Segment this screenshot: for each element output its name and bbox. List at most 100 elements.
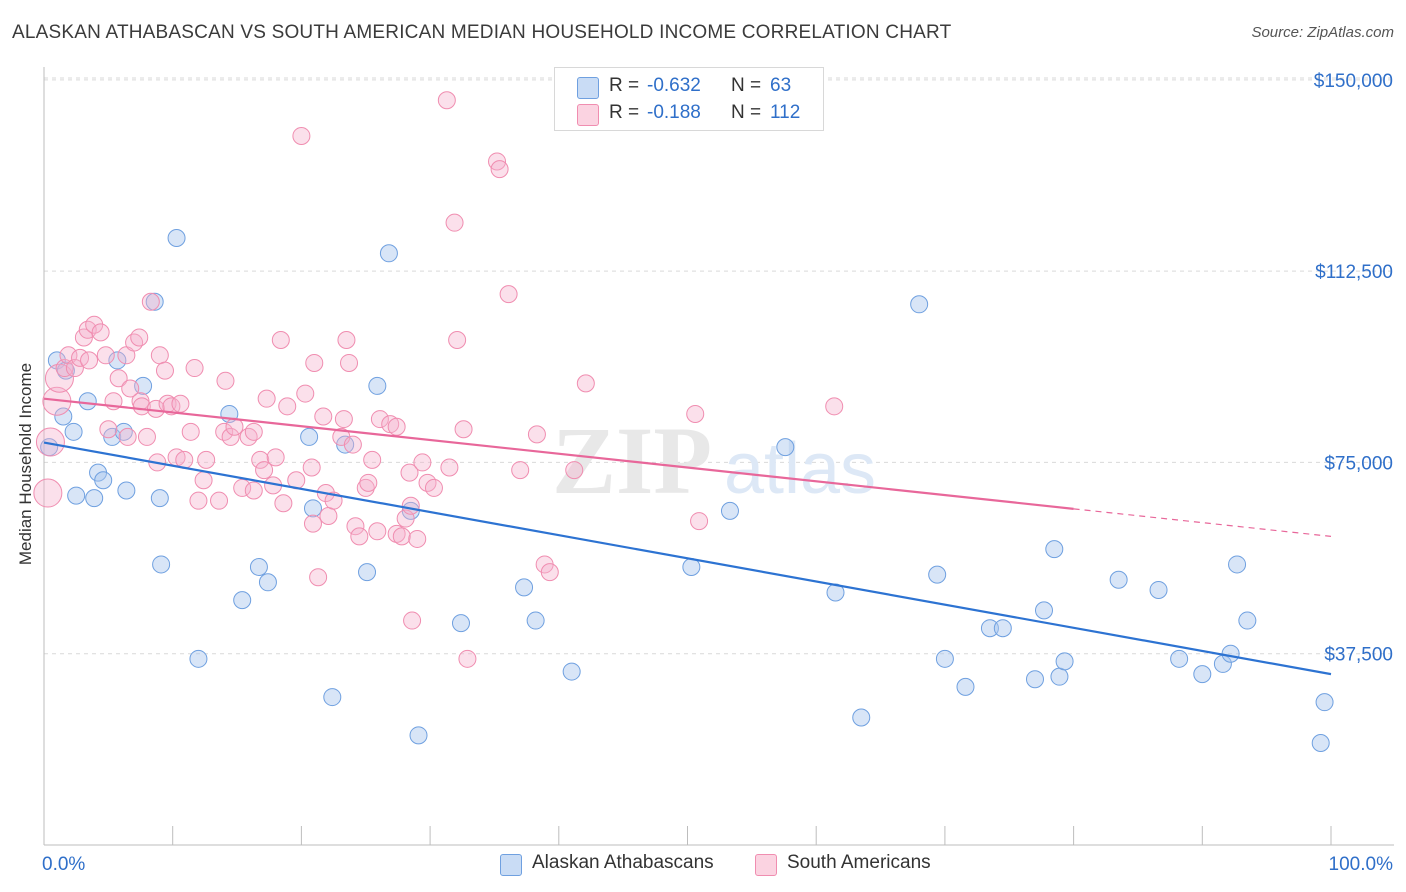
legend-swatch-pink [755,854,777,876]
south-american-point [319,506,338,525]
south-american-point [85,315,104,334]
r-label: R = [609,102,640,123]
south-american-point [448,331,467,350]
athabascan-point [935,649,954,668]
athabascan-point [409,726,428,745]
south-american-point [80,351,99,370]
south-american-point [370,410,389,429]
n-value: 63 [770,75,792,96]
athabascan-point [526,611,545,630]
south-american-point [44,363,74,393]
south-american-point [118,427,137,446]
r-value: -0.632 [647,75,701,96]
south-american-point [403,611,422,630]
south-american-point [210,491,229,510]
n-label: N = [731,102,762,123]
legend-swatch-blue [577,77,599,99]
south-american-point [825,397,844,416]
y-tick-label: $75,000 [1324,453,1393,474]
legend-label: South Americans [787,852,931,873]
correlation-legend: R = -0.632 N = 63 R = -0.188 N = 112 [554,67,824,131]
south-american-point [244,481,263,500]
south-american-point [99,420,118,439]
y-tick-label: $112,500 [1315,262,1393,283]
south-american-point [171,394,190,413]
south-american-point [91,323,110,342]
south-american-point [271,331,290,350]
south-american-point [540,563,559,582]
athabascan-point [152,555,171,574]
south-american-point [197,450,216,469]
athabascan-point [94,471,113,490]
x-tick-label: 0.0% [42,854,85,875]
athabascan-point [1193,665,1212,684]
south-american-point [350,527,369,546]
south-american-point [346,517,365,536]
athabascan-point [852,708,871,727]
south-american-point [400,463,419,482]
south-american-point [255,461,274,480]
athabascan-point [258,573,277,592]
y-tick-label: $37,500 [1324,645,1393,666]
south-american-point [440,458,459,477]
south-american-point [314,407,333,426]
south-american-point [266,448,285,467]
athabascan-point [515,578,534,597]
source-label: Source: ZipAtlas.com [1251,24,1394,41]
athabascan-point [1221,644,1240,663]
south-american-point [690,512,709,531]
trend-line-south-americans [43,397,1074,510]
tick-label-layer: $37,500 $75,000 $112,500 $150,000 0.0% 100.0% [42,71,1393,875]
athabascan-point [1311,733,1330,752]
watermark-atlas: atlas [724,429,876,509]
athabascan-point [379,244,398,263]
south-american-point [305,353,324,372]
south-american-point [387,524,406,543]
athabascan-point [993,619,1012,638]
south-american-point [511,461,530,480]
south-american-point [565,461,584,480]
south-american-point [458,649,477,668]
south-american-point [296,384,315,403]
athabascan-point [150,489,169,508]
athabascan-point [1149,580,1168,599]
x-tick-label: 100.0% [1329,854,1394,875]
south-american-point [334,410,353,429]
south-american-point [239,427,258,446]
south-american-point [216,371,235,390]
south-american-point [363,450,382,469]
south-american-point [359,473,378,492]
chart-title: ALASKAN ATHABASCAN VS SOUTH AMERICAN MED… [12,22,952,43]
athabascan-point [980,619,999,638]
athabascan-point [720,501,739,520]
athabascan-point [358,563,377,582]
south-american-point [413,453,432,472]
athabascan-point [1109,570,1128,589]
athabascan-point [1228,555,1247,574]
trend-line-south-americans-extrapolated [1073,508,1332,537]
legend-swatch-pink [577,104,599,126]
athabascan-point [233,591,252,610]
athabascan-point [776,438,795,457]
south-american-point [33,478,63,508]
athabascan-point [368,376,387,395]
athabascan-point [117,481,136,500]
athabascan-point [1034,601,1053,620]
south-american-point [437,91,456,110]
south-american-point [109,369,128,388]
y-axis-label: Median Household Income [16,362,35,566]
south-american-point [278,397,297,416]
south-american-point [189,491,208,510]
south-american-point [356,478,375,497]
south-american-point [527,425,546,444]
south-american-point [309,568,328,587]
trend-layer [43,397,1332,676]
legend-swatch-blue [500,854,522,876]
athabascan-point [1170,649,1189,668]
south-american-point [155,361,174,380]
south-american-point [233,478,252,497]
south-american-point [343,435,362,454]
south-american-point [292,126,311,145]
n-label: N = [731,75,762,96]
